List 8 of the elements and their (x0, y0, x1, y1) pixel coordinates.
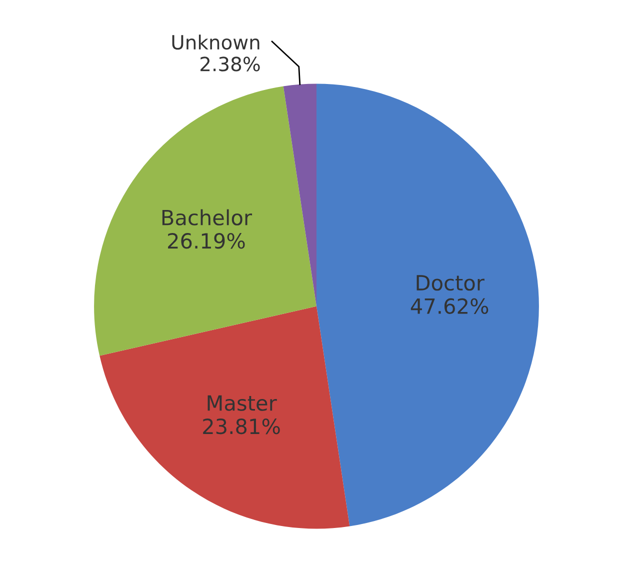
data-label: 23.81% (203, 418, 280, 434)
slice-label: Bachelor (162, 209, 252, 226)
slice-label: Master (208, 395, 277, 411)
slice-label: Unknown (172, 34, 260, 50)
slice-label: Doctor (416, 275, 484, 291)
data-label: 26.19% (168, 232, 245, 249)
data-label: 2.38% (200, 56, 260, 72)
data-label: 47.62% (410, 298, 488, 314)
